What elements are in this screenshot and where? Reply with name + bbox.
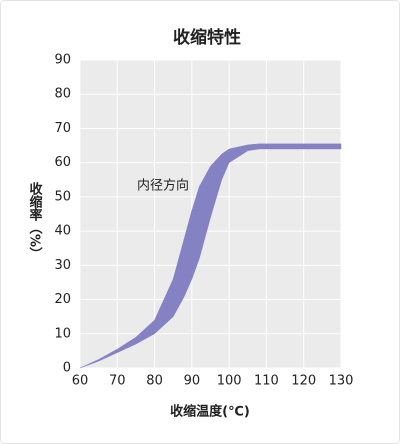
y-tick-label: 60 <box>54 155 71 170</box>
y-tick-label: 0 <box>63 361 71 376</box>
x-tick-label: 130 <box>329 374 354 389</box>
x-tick-label: 110 <box>254 374 279 389</box>
x-tick-label: 70 <box>109 374 126 389</box>
y-tick-label: 10 <box>54 326 71 341</box>
y-tick-label: 30 <box>54 258 71 273</box>
band-area <box>79 143 342 369</box>
x-tick-label: 80 <box>146 374 163 389</box>
y-tick-label: 40 <box>54 224 71 239</box>
y-tick-label: 20 <box>54 292 71 307</box>
y-axis-label: 收缩率（%） <box>27 181 44 260</box>
chart-title: 收缩特性 <box>173 27 241 48</box>
y-tick-label: 80 <box>54 87 71 102</box>
y-tick-label: 90 <box>54 53 71 68</box>
x-axis-label: 收缩温度(℃) <box>170 404 250 420</box>
x-tick-label: 90 <box>184 374 201 389</box>
y-tick-label: 70 <box>54 121 71 136</box>
x-tick-label: 60 <box>72 374 89 389</box>
annotation: 内径方向 <box>137 178 189 194</box>
x-tick-label: 120 <box>291 374 316 389</box>
x-tick-label: 100 <box>217 374 242 389</box>
y-tick-label: 50 <box>54 189 71 204</box>
